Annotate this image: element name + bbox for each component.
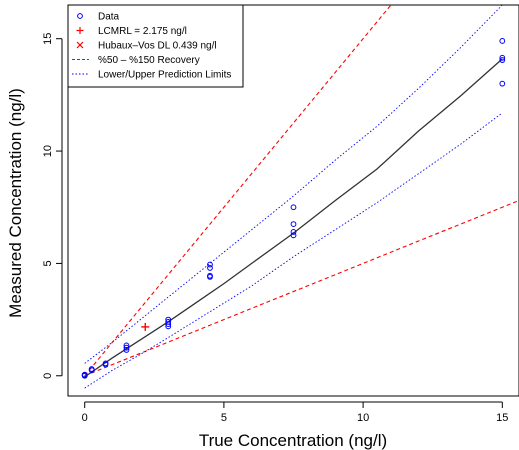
x-axis-title: True Concentration (ng/l)	[199, 431, 387, 450]
data-point	[290, 232, 297, 239]
data-point	[88, 366, 95, 372]
data-point	[290, 229, 297, 235]
legend-label: Data	[98, 12, 120, 23]
legend: Data LCMRL = 2.175 ng/l Hubaux–Vos DL 0.43…	[67, 4, 244, 88]
data-point	[499, 80, 506, 87]
data-point	[207, 272, 213, 279]
data-point	[499, 38, 506, 44]
axes: 0 5 10 15 0 5 10 15	[42, 33, 508, 424]
x-tick-label: 15	[496, 412, 508, 424]
y-tick-label: 10	[42, 145, 54, 157]
recovery-50-line	[84, 199, 519, 377]
y-axis-title: Measured Concentration (ng/l)	[6, 88, 25, 318]
plot-frame	[67, 4, 519, 397]
data-point	[290, 204, 297, 211]
fit-curve	[84, 58, 503, 378]
data-point	[123, 342, 130, 349]
series-points	[81, 38, 506, 379]
lower-prediction-limit	[84, 112, 503, 389]
y-tick-label: 5	[42, 260, 54, 266]
data-point	[290, 221, 297, 227]
y-tick-label: 15	[42, 33, 54, 45]
data-point	[123, 344, 130, 351]
legend-label: Lower/Upper Prediction Limits	[98, 70, 231, 81]
legend-label: Hubaux–Vos DL 0.439 ng/l	[98, 41, 217, 52]
data-point	[499, 57, 506, 63]
legend-symbol-data	[77, 13, 83, 19]
recovery-150-line	[84, 5, 392, 377]
data-point	[207, 261, 213, 268]
x-tick-label: 5	[221, 412, 227, 424]
data-point	[165, 318, 172, 325]
lcmrl-marker	[141, 322, 150, 331]
data-point	[81, 372, 88, 379]
x-tick-label: 0	[82, 412, 88, 424]
data-point	[207, 265, 213, 271]
data-point	[499, 54, 506, 61]
legend-label: %50 – %150 Recovery	[98, 55, 200, 66]
data-point	[102, 360, 109, 367]
series-lines	[84, 5, 519, 389]
legend-symbol-hubaux-b	[76, 41, 84, 49]
legend-label: LCMRL = 2.175 ng/l	[98, 26, 187, 37]
data-point	[165, 316, 172, 323]
legend-box	[67, 4, 244, 88]
y-tick-label: 0	[42, 373, 54, 379]
x-tick-label: 10	[357, 412, 369, 424]
